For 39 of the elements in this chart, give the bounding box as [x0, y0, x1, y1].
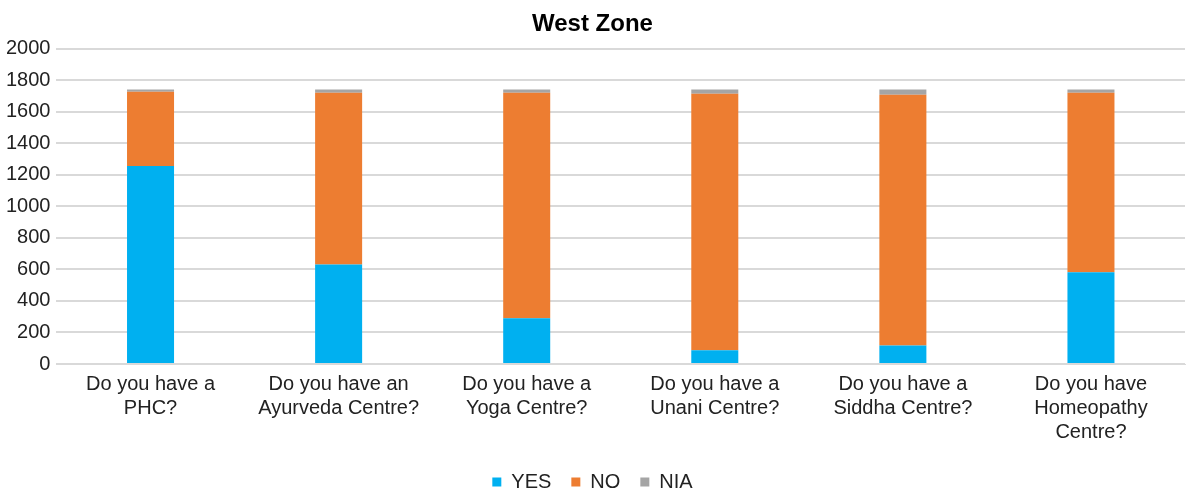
y-tick-label: 1600 [5, 99, 51, 122]
bar [503, 318, 551, 363]
x-tick-label: Do you have a PHC? [86, 371, 216, 418]
bar [315, 89, 363, 93]
x-tick-label: Do you have an Ayurveda Centre? [258, 371, 420, 418]
bar [691, 350, 739, 363]
bar [691, 93, 739, 351]
bar [315, 264, 363, 363]
y-tick-label: 1400 [5, 130, 51, 153]
y-tick-label: 600 [17, 256, 51, 279]
bar [1067, 92, 1115, 273]
bar [503, 89, 551, 93]
legend-label: NO [590, 469, 621, 492]
x-tick-label: Do you have a Unani Centre? [650, 371, 781, 418]
bar [315, 92, 363, 265]
y-tick-label: 1800 [5, 67, 51, 90]
bar [879, 89, 927, 95]
y-tick-label: 0 [39, 351, 51, 374]
y-tick-label: 2000 [5, 36, 51, 59]
x-tick-label: Do you have a Yoga Centre? [462, 371, 593, 418]
bar [1067, 272, 1115, 363]
bar [127, 91, 175, 167]
y-tick-label: 1000 [5, 193, 51, 216]
y-tick-label: 800 [17, 225, 51, 248]
bar [127, 89, 175, 92]
bar [503, 92, 551, 319]
legend-label: YES [511, 469, 552, 492]
x-tick-label: Do you have a Siddha Centre? [833, 371, 973, 418]
bar [1067, 89, 1115, 93]
bar [691, 89, 739, 94]
y-tick-label: 1200 [5, 162, 51, 185]
x-tick-label: Do you have Homeopathy Centre? [1034, 371, 1148, 442]
bar [879, 345, 927, 363]
bar [127, 166, 175, 363]
legend-label: NIA [659, 469, 694, 492]
bar [879, 94, 927, 346]
y-tick-label: 200 [17, 320, 51, 342]
y-tick-label: 400 [17, 288, 51, 311]
chart-title: West Zone [532, 9, 653, 37]
